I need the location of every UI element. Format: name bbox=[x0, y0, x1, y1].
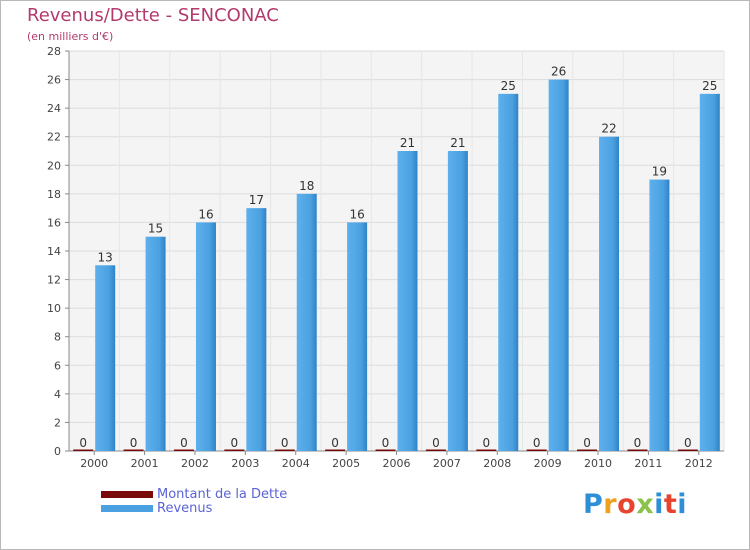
data-label-dette: 0 bbox=[634, 436, 642, 450]
y-tick-label: 20 bbox=[47, 159, 61, 172]
data-label-revenus: 18 bbox=[299, 179, 314, 193]
data-label-revenus: 25 bbox=[702, 79, 717, 93]
data-label-revenus: 21 bbox=[450, 136, 465, 150]
data-label-revenus: 16 bbox=[198, 207, 213, 221]
bar-dette bbox=[73, 449, 94, 451]
bar-dette bbox=[274, 449, 295, 451]
logo-letter: t bbox=[663, 489, 678, 520]
x-tick-label: 2010 bbox=[584, 457, 612, 470]
logo-letter: i bbox=[677, 489, 688, 520]
x-tick-label: 2003 bbox=[231, 457, 259, 470]
y-tick-label: 8 bbox=[54, 331, 61, 344]
bar-dette bbox=[425, 449, 446, 451]
x-tick-label: 2002 bbox=[181, 457, 209, 470]
x-tick-label: 2006 bbox=[383, 457, 411, 470]
legend-label-revenus: Revenus bbox=[157, 500, 213, 516]
data-label-dette: 0 bbox=[79, 436, 87, 450]
data-label-revenus: 13 bbox=[98, 250, 113, 264]
bar-revenus bbox=[95, 265, 116, 451]
bar-dette bbox=[627, 449, 648, 451]
bar-revenus bbox=[347, 222, 368, 451]
bar-dette bbox=[325, 449, 346, 451]
y-tick-label: 0 bbox=[54, 445, 61, 458]
data-label-revenus: 17 bbox=[249, 193, 264, 207]
data-label-revenus: 19 bbox=[652, 165, 667, 179]
bar-revenus bbox=[649, 179, 670, 452]
data-label-dette: 0 bbox=[684, 436, 692, 450]
data-label-revenus: 22 bbox=[601, 122, 616, 136]
bar-dette bbox=[476, 449, 497, 451]
chart-title: Revenus/Dette - SENCONAC bbox=[27, 5, 279, 26]
bar-dette bbox=[577, 449, 598, 451]
data-label-dette: 0 bbox=[533, 436, 541, 450]
bar-revenus bbox=[599, 136, 620, 451]
data-label-dette: 0 bbox=[231, 436, 239, 450]
bar-revenus bbox=[246, 208, 267, 451]
data-label-dette: 0 bbox=[180, 436, 188, 450]
x-tick-label: 2005 bbox=[332, 457, 360, 470]
y-tick-label: 24 bbox=[47, 102, 61, 115]
x-tick-label: 2000 bbox=[80, 457, 108, 470]
chart-subtitle: (en milliers d'€) bbox=[27, 30, 114, 43]
logo-letter: o bbox=[617, 489, 637, 520]
bar-revenus bbox=[296, 193, 317, 451]
y-tick-label: 28 bbox=[47, 45, 61, 58]
data-label-dette: 0 bbox=[331, 436, 339, 450]
y-tick-label: 22 bbox=[47, 131, 61, 144]
x-tick-label: 2008 bbox=[483, 457, 511, 470]
y-tick-label: 18 bbox=[47, 188, 61, 201]
data-label-dette: 0 bbox=[281, 436, 289, 450]
legend-swatch-revenus bbox=[101, 504, 153, 512]
data-label-revenus: 25 bbox=[501, 79, 516, 93]
y-tick-label: 6 bbox=[54, 359, 61, 372]
data-label-dette: 0 bbox=[130, 436, 138, 450]
data-label-dette: 0 bbox=[382, 436, 390, 450]
logo-letter: x bbox=[636, 489, 655, 520]
data-label-dette: 0 bbox=[432, 436, 440, 450]
proxiti-logo: Proxiti bbox=[583, 489, 687, 520]
legend-swatch-dette bbox=[101, 490, 153, 498]
data-label-revenus: 21 bbox=[400, 136, 415, 150]
x-tick-label: 2011 bbox=[634, 457, 662, 470]
bar-revenus bbox=[498, 93, 519, 451]
y-tick-label: 14 bbox=[47, 245, 61, 258]
y-tick-label: 12 bbox=[47, 274, 61, 287]
x-tick-label: 2001 bbox=[131, 457, 159, 470]
bar-dette bbox=[677, 449, 698, 451]
data-label-dette: 0 bbox=[482, 436, 490, 450]
y-tick-label: 16 bbox=[47, 216, 61, 229]
logo-letter: r bbox=[603, 489, 618, 520]
x-tick-label: 2012 bbox=[685, 457, 713, 470]
data-label-revenus: 15 bbox=[148, 222, 163, 236]
bar-revenus bbox=[397, 151, 418, 451]
bar-revenus bbox=[548, 79, 569, 452]
bar-dette bbox=[375, 449, 396, 451]
legend-item-dette: Montant de la Dette bbox=[101, 486, 288, 502]
x-tick-label: 2009 bbox=[534, 457, 562, 470]
logo-letter: i bbox=[654, 489, 664, 520]
x-tick-label: 2004 bbox=[282, 457, 310, 470]
y-tick-label: 2 bbox=[54, 416, 61, 429]
data-label-revenus: 16 bbox=[349, 207, 364, 221]
bar-revenus bbox=[699, 93, 720, 451]
chart-legend: Montant de la Dette Revenus bbox=[101, 486, 288, 516]
bar-revenus bbox=[195, 222, 216, 451]
data-label-revenus: 26 bbox=[551, 65, 566, 79]
bar-revenus bbox=[145, 236, 166, 451]
y-tick-label: 26 bbox=[47, 74, 61, 87]
bar-dette bbox=[173, 449, 194, 451]
bar-dette bbox=[526, 449, 547, 451]
bar-revenus bbox=[447, 151, 468, 451]
logo-letter: P bbox=[583, 489, 604, 520]
bar-dette bbox=[224, 449, 245, 451]
y-tick-label: 10 bbox=[47, 302, 61, 315]
legend-item-revenus: Revenus bbox=[101, 500, 287, 516]
x-tick-label: 2007 bbox=[433, 457, 461, 470]
data-label-dette: 0 bbox=[583, 436, 591, 450]
y-tick-label: 4 bbox=[54, 388, 61, 401]
legend-label-dette: Montant de la Dette bbox=[157, 486, 288, 502]
bar-dette bbox=[123, 449, 144, 451]
